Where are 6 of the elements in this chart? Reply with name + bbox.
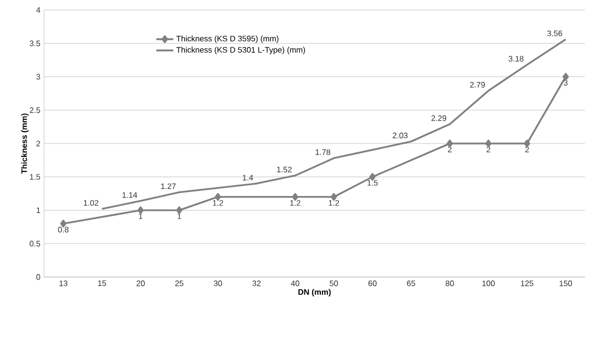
point bbox=[524, 140, 530, 148]
point bbox=[137, 206, 144, 214]
point bbox=[176, 206, 182, 214]
point bbox=[485, 140, 492, 148]
point bbox=[446, 140, 453, 148]
point bbox=[562, 72, 569, 81]
